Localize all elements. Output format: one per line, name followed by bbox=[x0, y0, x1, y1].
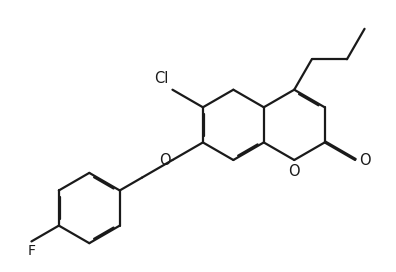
Text: O: O bbox=[359, 153, 371, 168]
Text: F: F bbox=[27, 244, 36, 258]
Text: O: O bbox=[159, 153, 171, 168]
Text: Cl: Cl bbox=[154, 71, 169, 86]
Text: O: O bbox=[288, 164, 300, 179]
